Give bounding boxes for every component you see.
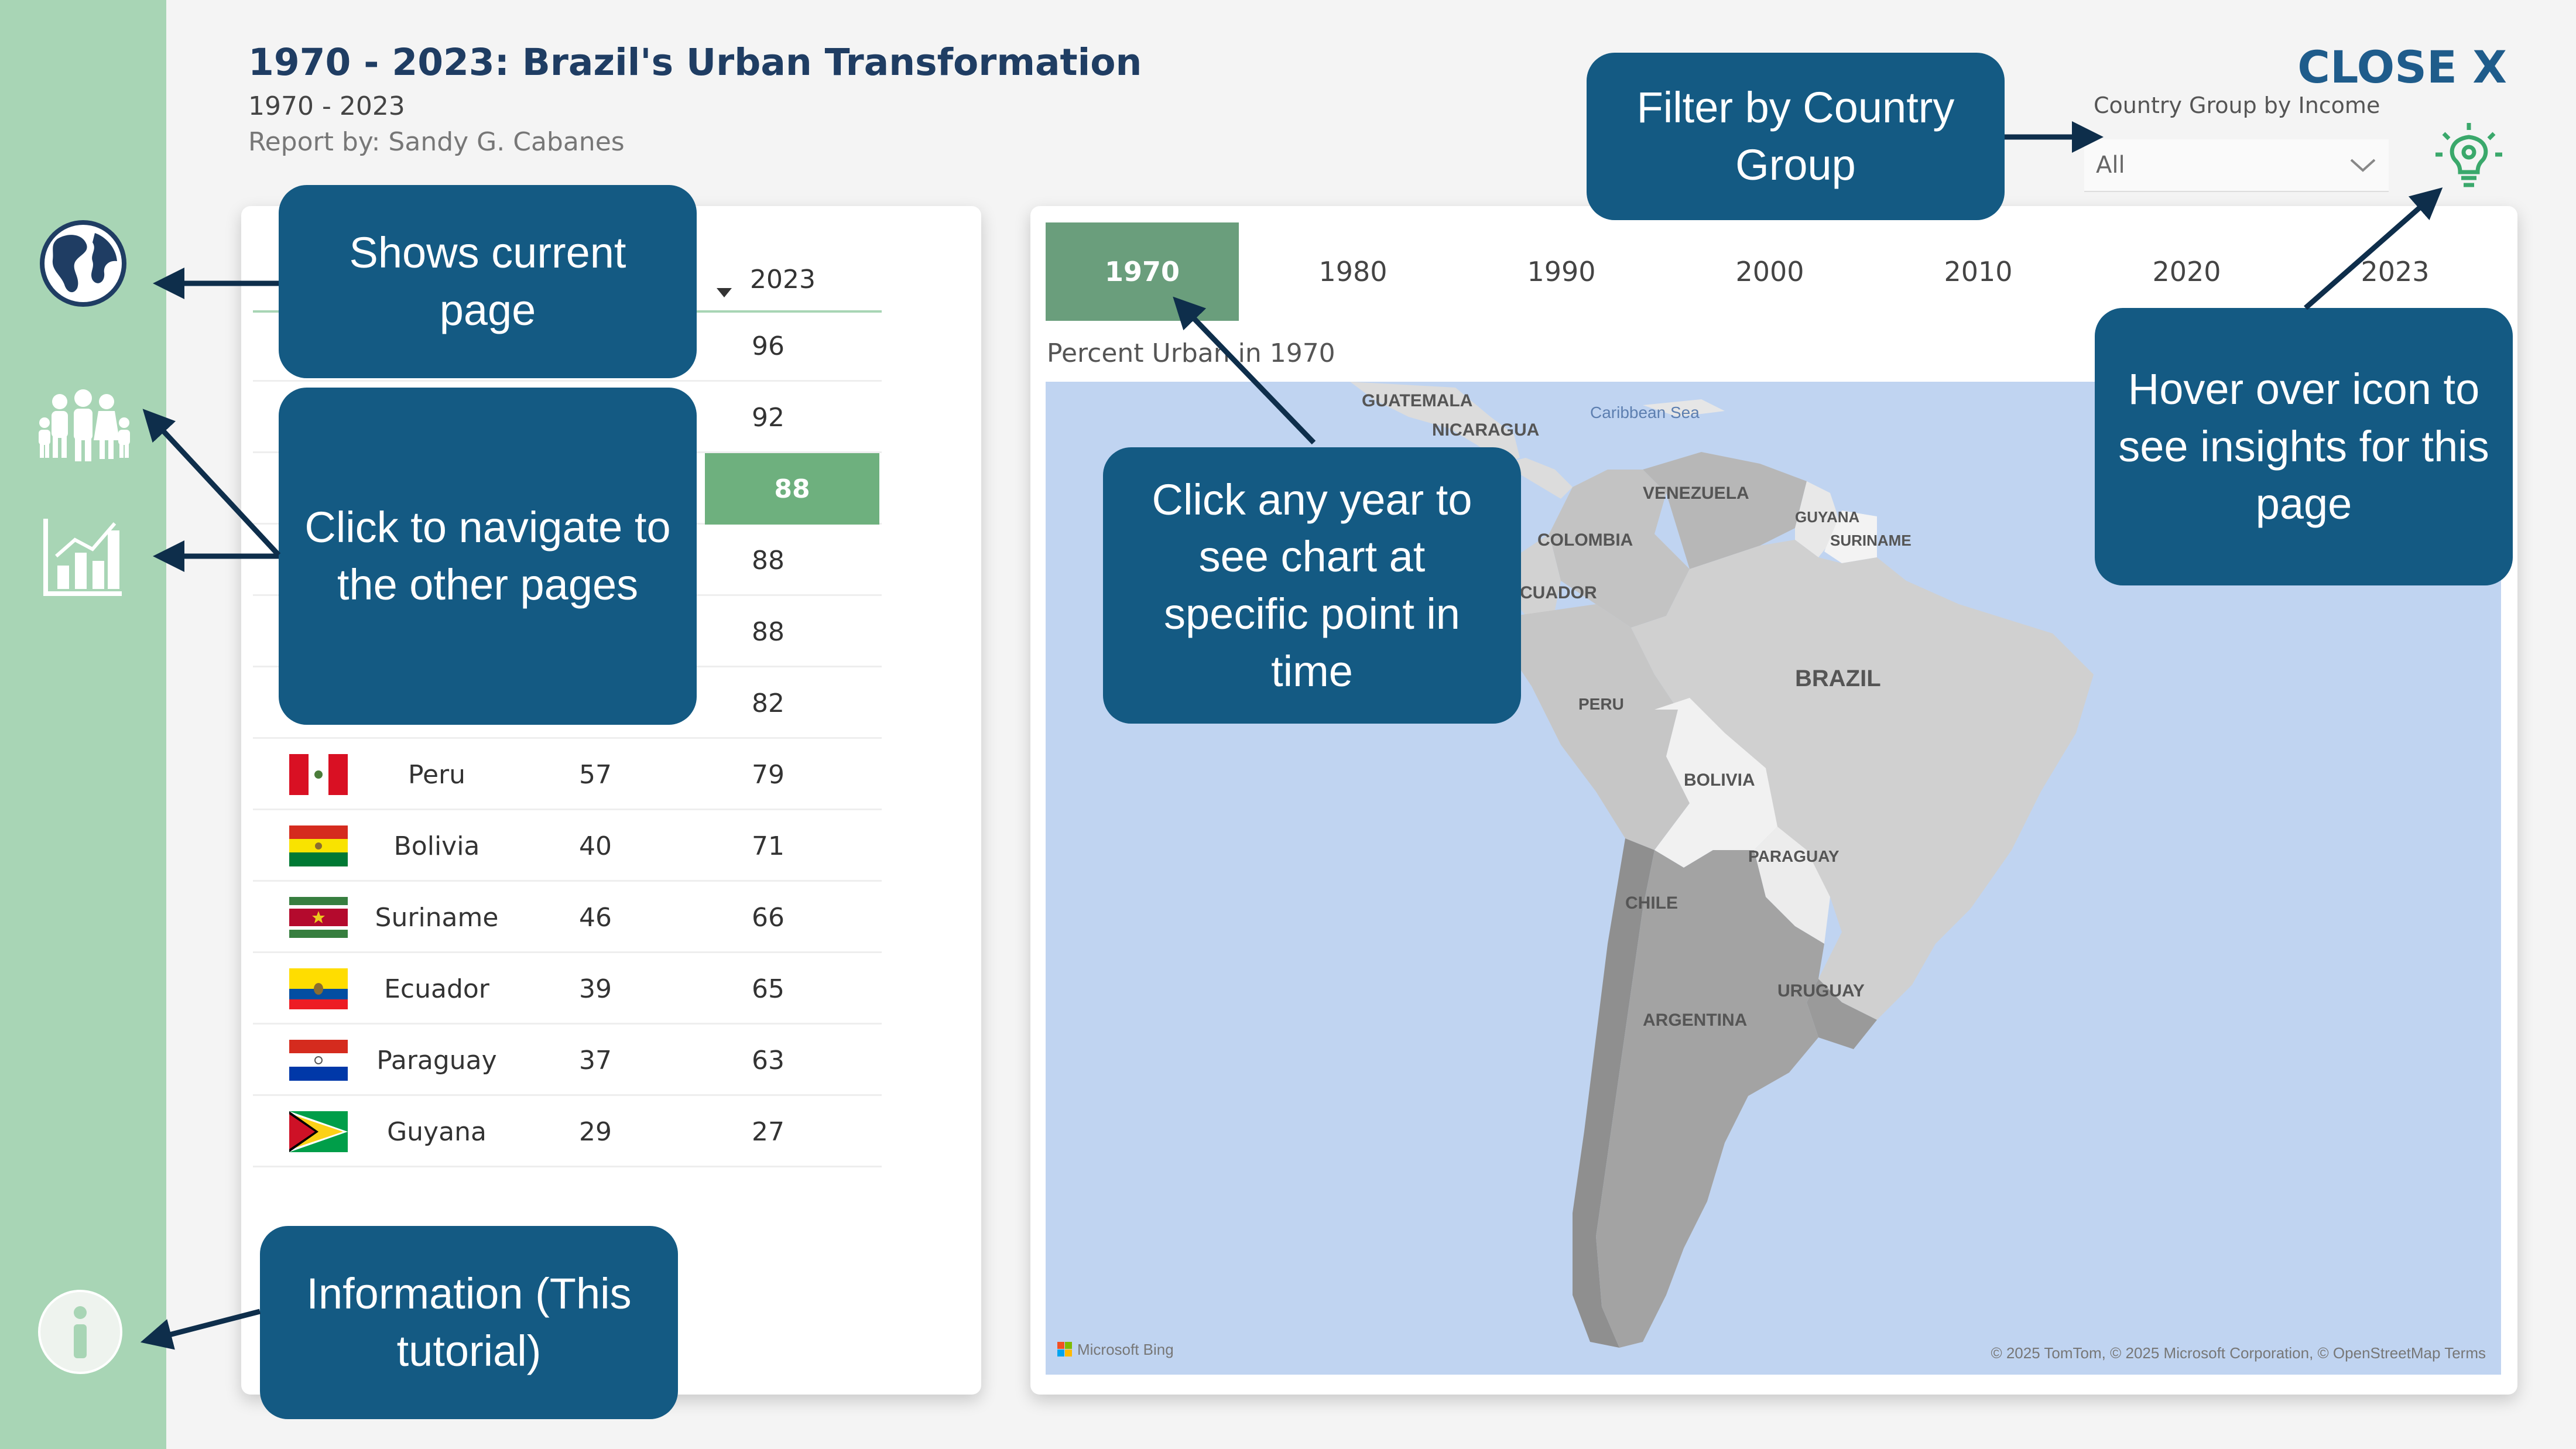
map-attribution[interactable]: © 2025 TomTom, © 2025 Microsoft Corporat…	[1991, 1344, 2486, 1362]
year-tab-2010[interactable]: 2010	[1944, 256, 2013, 287]
region-brazil	[1631, 540, 2094, 1020]
map-label-venezuela: VENEZUELA	[1643, 484, 1749, 503]
region-suriname	[1824, 511, 1877, 563]
map-label-suriname: SURINAME	[1830, 532, 1912, 549]
flag-bolivia	[288, 810, 349, 882]
map-label-caribbean: Caribbean Sea	[1590, 403, 1700, 422]
region-peru	[1508, 604, 1690, 850]
cell-2023: 79	[752, 759, 785, 790]
globe-icon[interactable]	[34, 214, 132, 313]
cell-2023: 92	[752, 402, 785, 433]
map-label-uruguay: URUGUAY	[1777, 981, 1865, 1001]
region-venezuela	[1643, 452, 1807, 569]
year-tab-1980[interactable]: 1980	[1318, 256, 1388, 287]
cell-1970: 37	[579, 1045, 612, 1075]
region-paraguay	[1754, 827, 1830, 944]
callout-insights: Hover over icon to see insights for this…	[2095, 308, 2513, 585]
report-byline: Report by: Sandy G. Cabanes	[248, 127, 625, 157]
cell-1970: 46	[579, 902, 612, 933]
cell-2023: 65	[752, 974, 785, 1004]
cell-2023: 71	[752, 831, 785, 861]
cell-2023: 96	[752, 331, 785, 361]
callout-filter: Filter by Country Group	[1587, 53, 2005, 220]
country-name: Paraguay	[376, 1045, 497, 1075]
cell-2023: 27	[752, 1116, 785, 1147]
region-colombia	[1549, 470, 1690, 628]
cell-2023: 66	[752, 902, 785, 933]
country-name: Ecuador	[384, 974, 489, 1004]
region-ecuador	[1508, 534, 1561, 616]
cell-1970: 39	[579, 974, 612, 1004]
family-icon[interactable]	[34, 375, 132, 473]
map-label-guatemala: GUATEMALA	[1362, 391, 1472, 410]
cell-1970: 40	[579, 831, 612, 861]
year-tab-1990[interactable]: 1990	[1527, 256, 1596, 287]
map-label-nicaragua: NICARAGUA	[1432, 420, 1539, 440]
region-uruguay	[1807, 979, 1877, 1049]
region-chile	[1573, 838, 1654, 1348]
bing-text: Microsoft Bing	[1077, 1341, 1174, 1358]
callout-year-tabs: Click any year to see chart at specific …	[1103, 447, 1521, 724]
flag-paraguay	[288, 1025, 349, 1096]
country-name: Peru	[407, 759, 465, 790]
cell-2023: 63	[752, 1045, 785, 1075]
map-label-colombia: COLOMBIA	[1537, 530, 1633, 550]
map-label-paraguay: PARAGUAY	[1748, 847, 1839, 865]
map-label-guyana: GUYANA	[1795, 508, 1860, 526]
table-row[interactable]: Peru 57 79	[253, 739, 882, 810]
cell-2023: 82	[752, 688, 785, 718]
map-label-brazil: BRAZIL	[1795, 666, 1881, 691]
cell-1970: 57	[579, 759, 612, 790]
callout-information: Information (This tutorial)	[260, 1226, 678, 1419]
close-button[interactable]: CLOSE X	[2297, 41, 2507, 93]
map-caption: Percent Urban in 1970	[1047, 338, 1335, 368]
region-argentina	[1596, 850, 1824, 1348]
year-tab-2020[interactable]: 2020	[2152, 256, 2221, 287]
region-bolivia	[1654, 698, 1777, 868]
nav-rail	[0, 0, 166, 1449]
year-tab-2023[interactable]: 2023	[2361, 256, 2430, 287]
year-tab-1970[interactable]: 1970	[1046, 222, 1239, 321]
page-subtitle: 1970 - 2023	[248, 91, 405, 121]
table-row[interactable]: Paraguay 37 63	[253, 1025, 882, 1096]
filter-label: Country Group by Income	[2094, 93, 2380, 118]
table-row[interactable]: Bolivia 40 71	[253, 810, 882, 882]
cell-2023: 88	[752, 616, 785, 647]
table-row[interactable]: Guyana 29 27	[253, 1096, 882, 1167]
table-row[interactable]: 96	[253, 310, 882, 382]
table-row[interactable]: Ecuador 39 65	[253, 953, 882, 1025]
bing-logo: Microsoft Bing	[1057, 1341, 1174, 1358]
dropdown-value: All	[2096, 152, 2125, 179]
map-label-bolivia: BOLIVIA	[1684, 770, 1755, 790]
map-label-peru: PERU	[1578, 695, 1624, 713]
lightbulb-insights-icon[interactable]	[2431, 117, 2507, 193]
page-title: 1970 - 2023: Brazil's Urban Transformati…	[248, 41, 1142, 84]
map-label-argentina: ARGENTINA	[1643, 1010, 1747, 1030]
map-label-chile: CHILE	[1625, 893, 1678, 913]
map-label-ecuador: ECUADOR	[1508, 583, 1597, 602]
cell-2023: 88	[752, 545, 785, 576]
country-name: Guyana	[387, 1116, 487, 1147]
flag-peru	[288, 739, 349, 810]
flag-guyana	[288, 1096, 349, 1167]
cell-1970: 29	[579, 1116, 612, 1147]
central-america-region	[1350, 382, 1520, 464]
country-name: Suriname	[375, 902, 499, 933]
callout-navigate: Click to navigate to the other pages	[279, 388, 697, 725]
year-tab-2000[interactable]: 2000	[1735, 256, 1804, 287]
country-name: Bolivia	[393, 831, 480, 861]
bar-chart-icon[interactable]	[34, 507, 132, 605]
flag-ecuador	[288, 953, 349, 1025]
country-group-dropdown[interactable]: All	[2084, 139, 2389, 192]
callout-current-page: Shows current page	[279, 185, 697, 378]
cell-2023-highlighted: 88	[705, 453, 879, 525]
flag-suriname	[288, 882, 349, 953]
info-icon[interactable]	[36, 1288, 124, 1376]
table-row[interactable]: Suriname 46 66	[253, 882, 882, 953]
column-header-2023[interactable]: 2023	[750, 264, 816, 294]
chevron-down-icon	[2350, 159, 2376, 172]
sort-descending-icon[interactable]	[715, 287, 733, 299]
